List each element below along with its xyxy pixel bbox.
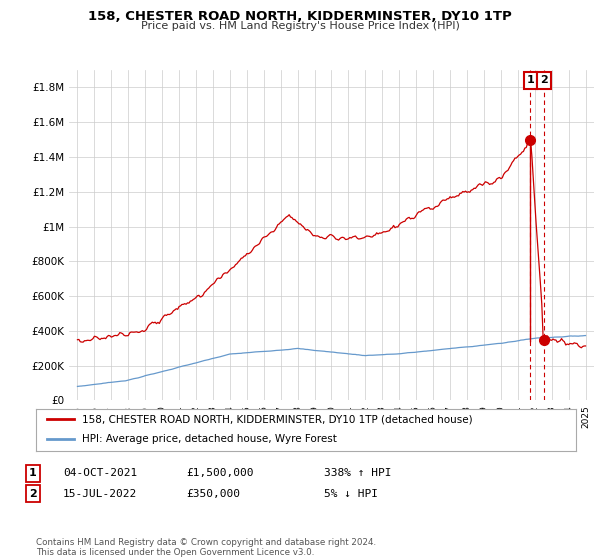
Text: £350,000: £350,000: [186, 489, 240, 499]
Text: 2: 2: [540, 76, 548, 86]
Text: 1: 1: [527, 76, 535, 86]
Text: 338% ↑ HPI: 338% ↑ HPI: [324, 468, 392, 478]
Text: Price paid vs. HM Land Registry's House Price Index (HPI): Price paid vs. HM Land Registry's House …: [140, 21, 460, 31]
Text: 5% ↓ HPI: 5% ↓ HPI: [324, 489, 378, 499]
Text: 15-JUL-2022: 15-JUL-2022: [63, 489, 137, 499]
Text: 158, CHESTER ROAD NORTH, KIDDERMINSTER, DY10 1TP (detached house): 158, CHESTER ROAD NORTH, KIDDERMINSTER, …: [82, 414, 473, 424]
Text: 158, CHESTER ROAD NORTH, KIDDERMINSTER, DY10 1TP: 158, CHESTER ROAD NORTH, KIDDERMINSTER, …: [88, 10, 512, 23]
Text: 1: 1: [29, 468, 37, 478]
Text: 2: 2: [29, 489, 37, 499]
Text: £1,500,000: £1,500,000: [186, 468, 254, 478]
Text: 04-OCT-2021: 04-OCT-2021: [63, 468, 137, 478]
Text: HPI: Average price, detached house, Wyre Forest: HPI: Average price, detached house, Wyre…: [82, 434, 337, 444]
Text: Contains HM Land Registry data © Crown copyright and database right 2024.
This d: Contains HM Land Registry data © Crown c…: [36, 538, 376, 557]
